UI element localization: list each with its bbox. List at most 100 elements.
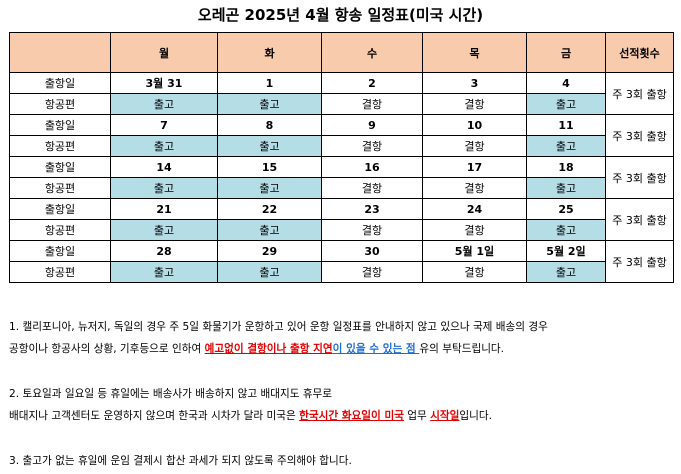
note-2-end: 입니다. — [459, 410, 493, 422]
note-2-red-highlight-2: 시작일 — [430, 410, 460, 422]
note-2-text: 배대지나 고객센터도 운영하지 않으며 한국과 시차가 달라 미국은 — [9, 410, 300, 422]
note-1: 1. 캘리포니아, 뉴저지, 독일의 경우 주 5일 화물기가 운항하고 있어 … — [9, 316, 679, 360]
flight-status-cell: 출고 — [110, 261, 218, 283]
frequency-cell: 주 3회 출항 — [605, 198, 674, 241]
flight-row: 항공편 출고 출고 결항 결항 출고 — [9, 261, 674, 283]
frequency-cell: 주 3회 출항 — [605, 156, 674, 199]
flight-status-cell: 결항 — [321, 93, 423, 115]
note-1-red-highlight: 예고없이 결항이나 출항 지연 — [204, 343, 333, 355]
flight-status-cell: 결항 — [321, 261, 423, 283]
row-label-flight: 항공편 — [9, 219, 111, 241]
flight-status-cell: 출고 — [217, 261, 322, 283]
note-1-text: 공항이나 항공사의 상황, 기후등으로 인하여 — [9, 343, 205, 355]
flight-status-cell: 출고 — [217, 93, 322, 115]
note-2-line-1: 2. 토요일과 일요일 등 휴일에는 배송사가 배송하지 않고 배대지도 휴무로 — [9, 388, 333, 400]
row-label-ship: 출항일 — [9, 198, 111, 220]
flight-status-cell: 결항 — [321, 219, 423, 241]
flight-status-cell: 결항 — [422, 93, 527, 115]
note-2: 2. 토요일과 일요일 등 휴일에는 배송사가 배송하지 않고 배대지도 휴무로… — [9, 383, 679, 427]
page-title: 오레곤 2025년 4월 항송 일정표(미국 시간) — [197, 6, 484, 24]
header-mon: 월 — [110, 32, 218, 73]
note-2-red-highlight: 한국시간 화요일이 미국 — [299, 410, 404, 422]
frequency-cell: 주 3회 출항 — [605, 114, 674, 157]
flight-status-cell: 결항 — [422, 261, 527, 283]
flight-status-cell: 출고 — [110, 219, 218, 241]
flight-status-cell: 출고 — [526, 177, 606, 199]
row-label-flight: 항공편 — [9, 135, 111, 157]
date-cell: 11 — [526, 114, 606, 136]
ship-date-row: 출항일 21 22 23 24 25 주 3회 출항 — [9, 198, 674, 241]
row-label-ship: 출항일 — [9, 156, 111, 178]
date-cell: 16 — [321, 156, 423, 178]
flight-status-cell: 결항 — [422, 135, 527, 157]
flight-status-cell: 출고 — [110, 177, 218, 199]
flight-status-cell: 결항 — [422, 219, 527, 241]
row-label-ship: 출항일 — [9, 72, 111, 94]
flight-status-cell: 출고 — [110, 135, 218, 157]
header-thu: 목 — [422, 32, 527, 73]
flight-status-cell: 출고 — [526, 219, 606, 241]
date-cell: 5월 1일 — [422, 240, 527, 262]
flight-row: 항공편 출고 출고 결항 결항 출고 — [9, 177, 674, 199]
flight-status-cell: 출고 — [526, 93, 606, 115]
flight-status-cell: 출고 — [526, 261, 606, 283]
flight-status-cell: 결항 — [321, 177, 423, 199]
ship-date-row: 출항일 3월 31 1 2 3 4 주 3회 출항 — [9, 72, 674, 115]
header-empty — [9, 32, 111, 73]
date-cell: 30 — [321, 240, 423, 262]
header-fri: 금 — [526, 32, 606, 73]
date-cell: 1 — [217, 72, 322, 94]
date-cell: 28 — [110, 240, 218, 262]
header-row: 월 화 수 목 금 선적횟수 — [9, 32, 674, 73]
flight-status-cell: 출고 — [217, 219, 322, 241]
date-cell: 8 — [217, 114, 322, 136]
date-cell: 21 — [110, 198, 218, 220]
date-cell: 9 — [321, 114, 423, 136]
date-cell: 3월 31 — [110, 72, 218, 94]
note-3-line-1: 3. 출고가 없는 휴일에 운임 결제시 합산 과세가 되지 않도록 주의해야 … — [9, 455, 352, 467]
flight-status-cell: 결항 — [321, 135, 423, 157]
row-label-flight: 항공편 — [9, 177, 111, 199]
date-cell: 2 — [321, 72, 423, 94]
note-2-line-2: 배대지나 고객센터도 운영하지 않으며 한국과 시차가 달라 미국은 한국시간 … — [9, 405, 679, 427]
flight-status-cell: 출고 — [526, 135, 606, 157]
flight-status-cell: 출고 — [110, 93, 218, 115]
row-label-ship: 출항일 — [9, 240, 111, 262]
date-cell: 14 — [110, 156, 218, 178]
date-cell: 23 — [321, 198, 423, 220]
flight-status-cell: 결항 — [422, 177, 527, 199]
ship-date-row: 출항일 14 15 16 17 18 주 3회 출항 — [9, 156, 674, 199]
flight-row: 항공편 출고 출고 결항 결항 출고 — [9, 135, 674, 157]
date-cell: 29 — [217, 240, 322, 262]
date-cell: 7 — [110, 114, 218, 136]
date-cell: 15 — [217, 156, 322, 178]
ship-date-row: 출항일 7 8 9 10 11 주 3회 출항 — [9, 114, 674, 157]
note-1-end: 유의 부탁드립니다. — [419, 343, 505, 355]
row-label-flight: 항공편 — [9, 93, 111, 115]
header-freq: 선적횟수 — [605, 32, 674, 73]
date-cell: 5월 2일 — [526, 240, 606, 262]
date-cell: 17 — [422, 156, 527, 178]
date-cell: 3 — [422, 72, 527, 94]
note-3: 3. 출고가 없는 휴일에 운임 결제시 합산 과세가 되지 않도록 주의해야 … — [9, 450, 679, 472]
date-cell: 18 — [526, 156, 606, 178]
date-cell: 25 — [526, 198, 606, 220]
frequency-cell: 주 3회 출항 — [605, 240, 674, 283]
flight-row: 항공편 출고 출고 결항 결항 출고 — [9, 93, 674, 115]
note-1-blue-highlight: 이 있을 수 있는 점 — [332, 343, 420, 355]
date-cell: 4 — [526, 72, 606, 94]
row-label-ship: 출항일 — [9, 114, 111, 136]
schedule-table: 월 화 수 목 금 선적횟수 출항일 3월 31 1 2 3 4 주 3회 출항 항공편 출고 출… — [9, 32, 674, 283]
date-cell: 22 — [217, 198, 322, 220]
note-2-mid: 업무 — [403, 410, 431, 422]
note-1-line-1: 1. 캘리포니아, 뉴저지, 독일의 경우 주 5일 화물기가 운항하고 있어 … — [9, 321, 548, 333]
header-tue: 화 — [217, 32, 322, 73]
date-cell: 10 — [422, 114, 527, 136]
flight-status-cell: 출고 — [217, 177, 322, 199]
date-cell: 24 — [422, 198, 527, 220]
frequency-cell: 주 3회 출항 — [605, 72, 674, 115]
flight-row: 항공편 출고 출고 결항 결항 출고 — [9, 219, 674, 241]
ship-date-row: 출항일 28 29 30 5월 1일 5월 2일 주 3회 출항 — [9, 240, 674, 283]
header-wed: 수 — [321, 32, 423, 73]
row-label-flight: 항공편 — [9, 261, 111, 283]
